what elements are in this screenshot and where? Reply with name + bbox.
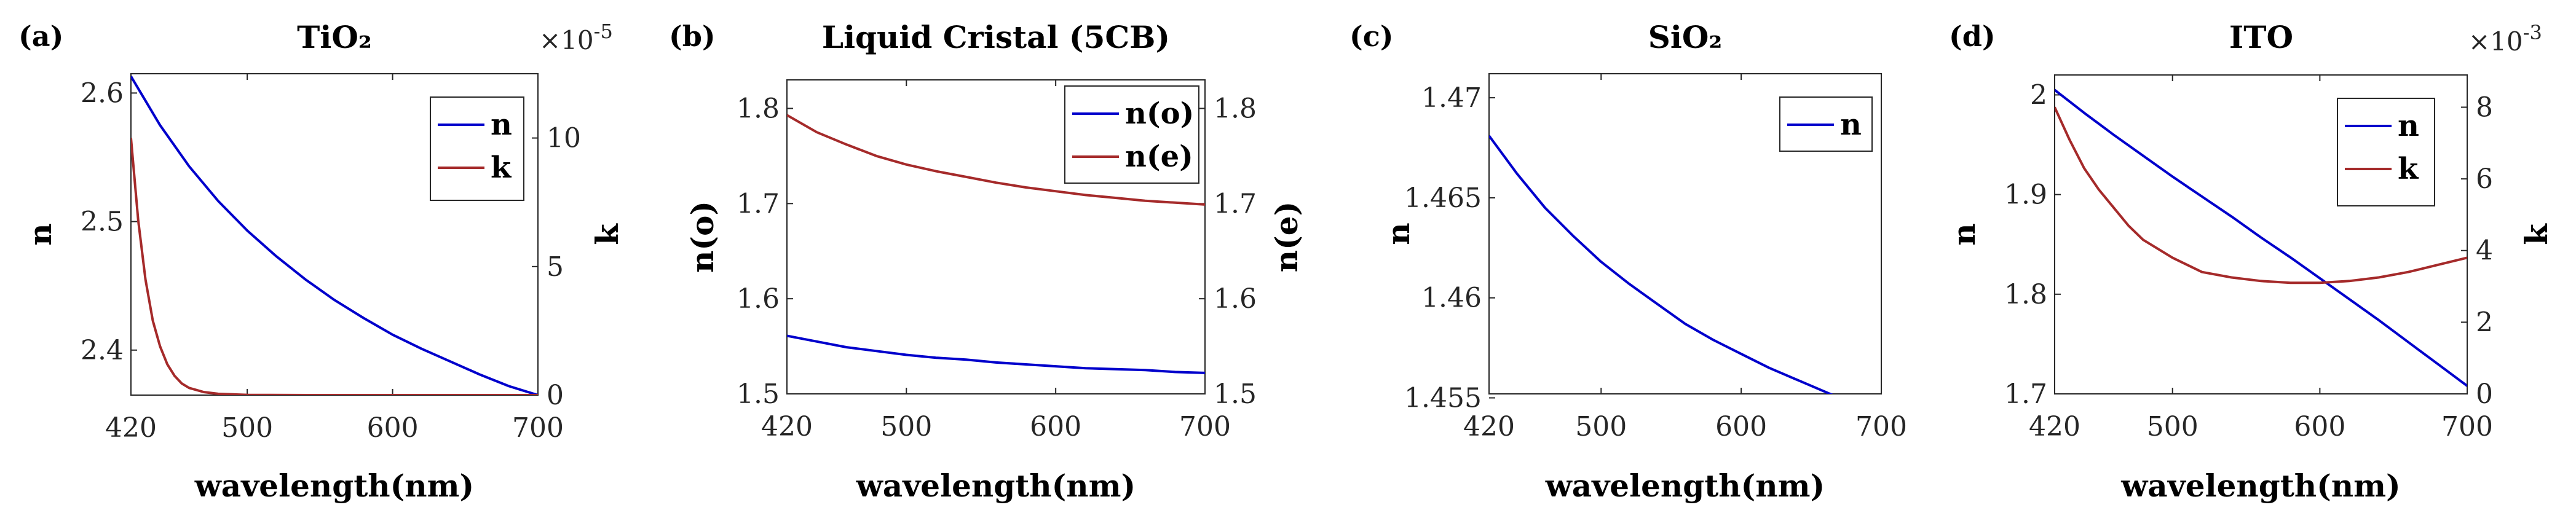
y2-tick-label: 1.5 [1214,379,1257,410]
x-tick-label: 500 [880,411,932,442]
y2-tick-label: 8 [2476,92,2493,123]
y-tick-label: 1.7 [2004,379,2047,410]
y-tick-label: 1.8 [737,93,780,124]
y2-tick-label: 10 [547,123,581,154]
legend-entry: k [2398,152,2419,186]
y-tick-label: 1.5 [737,379,780,410]
y2-axis-label: k [589,223,625,245]
y2-exponent-label: ×10-5 [539,20,613,55]
series-line-n [1489,135,1833,394]
y-axis-label: n [22,223,58,245]
y-tick-label: 1.47 [1421,82,1482,114]
y2-tick-label: 6 [2476,163,2493,195]
legend-entry: n(o) [1125,96,1194,131]
chart-panel-3: (c) SiO₂ 420 500 600 700 wavelength(nm) 1.455 1.… [1349,19,1907,504]
chart-title: TiO₂ [297,19,372,55]
x-axis-label: wavelength(nm) [1545,468,1825,504]
series-line-k [2055,106,2467,285]
x-tick-label: 600 [1030,411,1081,442]
y-tick-label: 2 [2030,79,2047,111]
panel-label: (a) [18,20,63,53]
plot-frame [786,79,1206,394]
y-tick-label: 2.5 [81,206,124,238]
y2-tick-label: 5 [547,251,564,283]
x-tick-label: 420 [105,412,157,444]
y2-axis-label: k [2518,223,2554,245]
chart-title: ITO [2229,19,2293,55]
panel-label: (d) [1949,20,1996,53]
y-tick-label: 1.9 [2004,179,2047,211]
legend-box [430,96,524,201]
x-tick-label: 600 [1715,411,1767,442]
x-tick-label: 600 [367,412,419,444]
y2-tick-label: 1.8 [1214,93,1257,124]
y-tick-label: 1.7 [737,188,780,219]
series-line-n [131,76,538,395]
x-axis-label: wavelength(nm) [856,468,1136,504]
panel-label: (b) [669,20,716,53]
x-tick-label: 420 [761,411,813,442]
legend-entry: n [1840,108,1862,142]
y-tick-label: 1.46 [1421,283,1482,314]
y2-tick-label: 0 [547,380,564,411]
y-axis-label: n [1380,222,1416,245]
y-axis-label: n [1946,223,1982,245]
x-tick-label: 500 [221,412,273,444]
legend-entry: n [2398,109,2419,143]
legend-box [1064,85,1199,184]
legend-box [2337,98,2435,206]
x-tick-label: 700 [2441,411,2493,442]
y2-tick-label: 1.7 [1214,188,1257,219]
y-tick-label: 2.6 [81,77,124,109]
y2-exponent-label: ×10-3 [2468,21,2542,57]
y-tick-label: 1.455 [1404,383,1482,414]
legend-entry: n(e) [1125,139,1193,174]
x-tick-label: 420 [2029,411,2080,442]
x-axis-label: wavelength(nm) [194,468,474,504]
y-tick-label: 1.6 [737,283,780,315]
y-tick-label: 2.4 [81,335,124,366]
x-tick-label: 500 [1575,411,1627,442]
y2-tick-label: 4 [2476,235,2493,267]
chart-panel-1: (a) TiO₂ 420 500 600 700 wavelength(nm) 2.4 2.5 2… [18,19,625,504]
exponent-base: ×10 [539,25,594,55]
x-tick-label: 700 [1855,411,1907,442]
series-line-n [2055,88,2467,387]
y-tick-label: 1.465 [1404,182,1482,214]
series-line-ne [787,114,1205,206]
exponent-power: -3 [2523,21,2542,44]
series-line-no [787,334,1205,374]
y-tick-label: 1.8 [2004,279,2047,310]
series-line-k [131,138,538,395]
chart-panel-2: (b) Liquid Cristal (5CB) 420 500 600 700 wavel… [669,19,1305,504]
exponent-power: -5 [594,20,613,43]
x-tick-label: 500 [2147,411,2199,442]
legend-entry: k [491,151,512,185]
chart-title: Liquid Cristal (5CB) [822,19,1170,55]
plot-frame [2054,74,2468,394]
x-tick-label: 700 [1179,411,1231,442]
y2-tick-label: 0 [2476,379,2493,410]
y2-tick-label: 1.6 [1214,283,1257,315]
chart-title: SiO₂ [1648,19,1723,55]
y-axis-label: n(o) [684,201,721,273]
plot-frame [1488,73,1882,394]
x-tick-label: 700 [512,412,564,444]
x-axis-label: wavelength(nm) [2120,468,2400,504]
legend-entry: n [491,108,512,142]
y2-axis-label: n(e) [1268,202,1305,272]
exponent-base: ×10 [2468,26,2523,57]
panel-label: (c) [1349,20,1394,53]
x-tick-label: 420 [1463,411,1515,442]
x-tick-label: 600 [2294,411,2345,442]
y2-tick-label: 2 [2476,307,2493,338]
